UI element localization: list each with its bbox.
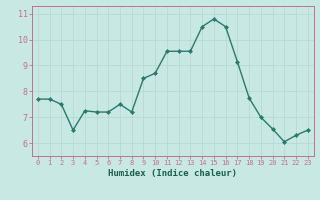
X-axis label: Humidex (Indice chaleur): Humidex (Indice chaleur) [108,169,237,178]
